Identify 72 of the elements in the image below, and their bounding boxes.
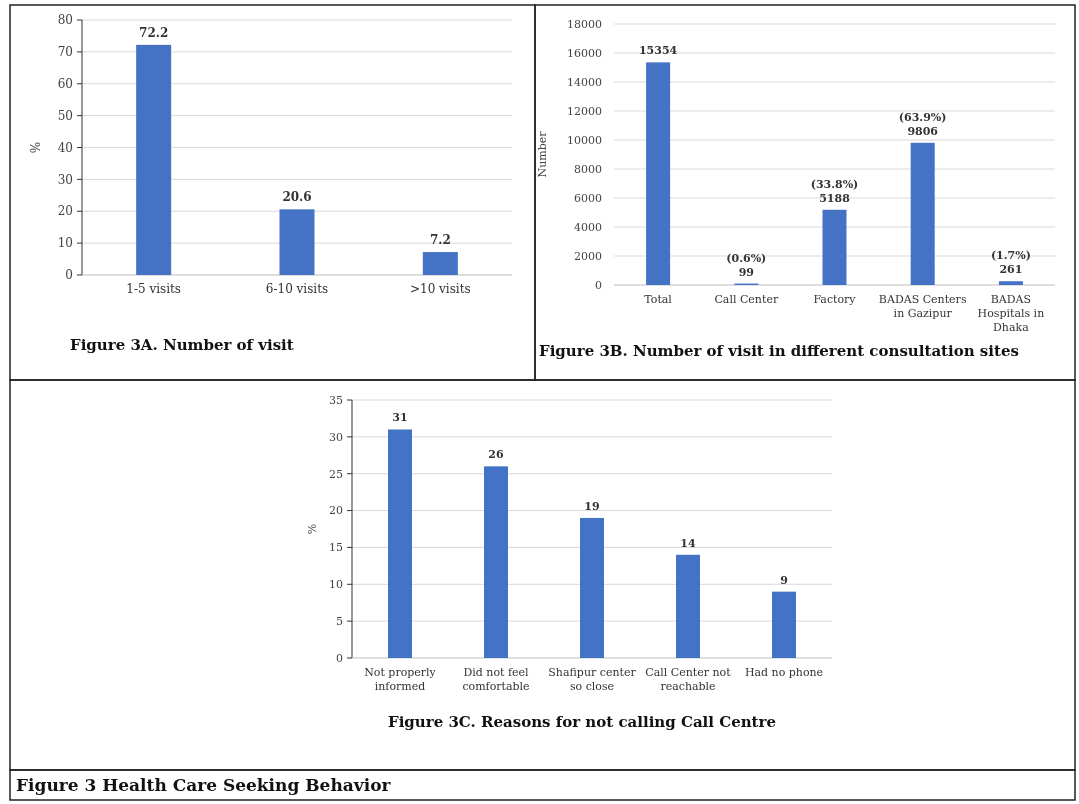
bar [484, 466, 508, 658]
bar [422, 252, 458, 275]
y-tick-label: 0 [595, 278, 602, 292]
y-tick-label: 20 [57, 204, 73, 219]
text: Figure 3B. Number of visit in different consultation sites [539, 342, 1019, 360]
y-tick-label: 15 [329, 541, 343, 555]
text: Figure 3A. Number of visit [70, 336, 294, 354]
bar [388, 429, 412, 658]
y-tick-label: 25 [329, 467, 343, 481]
y-tick-label: 40 [57, 140, 73, 155]
y-tick-label: 2000 [574, 249, 602, 263]
x-tick-label: 6-10 visits [265, 282, 329, 296]
data-label: 9 [780, 573, 788, 587]
data-label: (1.7%) 261 [990, 249, 1031, 277]
y-axis-title: Number [536, 130, 549, 178]
y-tick-label: 12000 [567, 104, 602, 118]
text: Figure 3C. Reasons for not calling Call Centre [388, 713, 776, 731]
data-label: 72.2 [139, 25, 169, 40]
x-tick-label: Call Center not reachable [645, 666, 732, 693]
data-label: 26 [488, 448, 504, 462]
y-tick-label: 50 [57, 108, 73, 123]
data-label: 19 [584, 499, 600, 513]
x-tick-label: Not properly informed [364, 666, 437, 693]
y-axis-title: % [29, 141, 43, 154]
bar [136, 44, 172, 275]
y-tick-label: 60 [57, 76, 73, 91]
data-label: 20.6 [282, 190, 312, 205]
bar [772, 591, 796, 658]
x-tick-label: BADAS Centers in Gazipur [878, 293, 967, 320]
bar [998, 281, 1023, 285]
y-tick-label: 10000 [567, 133, 602, 147]
x-tick-label: Shafipur center so close [548, 666, 637, 693]
data-label: 7.2 [429, 233, 451, 248]
data-label: (33.8%) 5188 [810, 177, 859, 205]
x-tick-label: Factory [813, 293, 857, 306]
bar [910, 142, 935, 285]
y-tick-label: 14000 [567, 75, 602, 89]
x-tick-label: Call Center [714, 293, 779, 306]
y-tick-label: 30 [57, 172, 73, 187]
y-tick-label: 10 [329, 578, 343, 592]
x-tick-label: Total [644, 293, 673, 306]
y-tick-label: 70 [57, 45, 73, 60]
y-tick-label: 16000 [567, 46, 602, 60]
x-tick-label: BADAS Hospitals in Dhaka [977, 293, 1045, 334]
y-tick-label: 5 [336, 614, 343, 628]
bar [279, 209, 315, 275]
y-tick-label: 30 [329, 430, 343, 444]
caption: Figure 3 Health Care Seeking Behavior [16, 775, 392, 795]
data-label: (63.9%) 9806 [898, 110, 947, 138]
y-tick-label: 20 [329, 504, 343, 518]
x-tick-label: Did not feel comfortable [462, 666, 530, 693]
y-tick-label: 10 [57, 236, 73, 251]
x-tick-label: Had no phone [744, 666, 824, 679]
x-tick-label: >10 visits [409, 282, 471, 296]
y-tick-label: 0 [336, 651, 343, 665]
bar [580, 517, 604, 658]
y-tick-label: 35 [329, 393, 343, 407]
data-label: (0.6%) 99 [726, 251, 767, 279]
y-tick-label: 8000 [574, 162, 602, 176]
bar [676, 554, 700, 658]
bar [646, 62, 671, 285]
y-tick-label: 4000 [574, 220, 602, 234]
data-label: 14 [680, 536, 696, 550]
data-label: 15354 [638, 44, 678, 58]
y-tick-label: 6000 [574, 191, 602, 205]
y-tick-label: 80 [57, 13, 73, 28]
y-tick-label: 0 [65, 268, 73, 283]
y-axis-title: % [306, 523, 319, 535]
bar [822, 209, 847, 285]
x-tick-label: 1-5 visits [126, 282, 182, 296]
data-label: 31 [392, 411, 408, 425]
y-tick-label: 18000 [567, 17, 602, 31]
